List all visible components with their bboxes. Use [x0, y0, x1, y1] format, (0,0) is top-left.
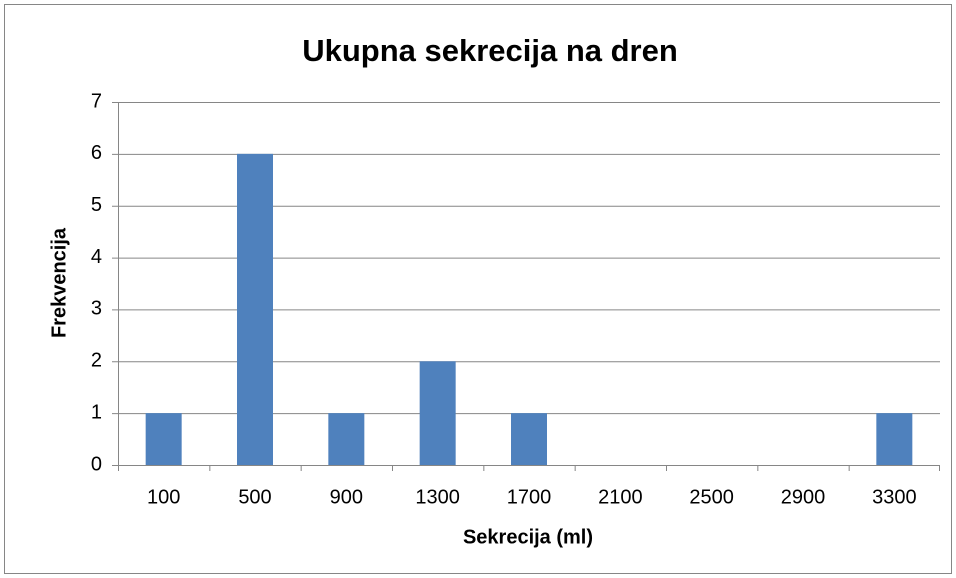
bar: [419, 361, 456, 465]
x-tick-label: 100: [147, 486, 180, 508]
bar: [511, 413, 547, 465]
chart-frame: [4, 4, 952, 574]
y-tick-label: 7: [91, 90, 102, 112]
y-tick-label: 0: [91, 453, 102, 475]
x-tick-label: 2900: [781, 486, 826, 508]
x-tick-label: 900: [330, 486, 363, 508]
y-axis-label: Frekvencija: [48, 227, 70, 338]
x-tick-label: 1300: [415, 486, 460, 508]
y-tick-label: 4: [91, 246, 102, 268]
y-tick-label: 5: [91, 194, 102, 216]
y-tick-label: 1: [91, 401, 102, 423]
x-tick-label: 500: [238, 486, 271, 508]
y-tick-label: 6: [91, 142, 102, 164]
chart-title: Ukupna sekrecija na dren: [302, 33, 678, 68]
x-tick-label: 2100: [598, 486, 643, 508]
bar: [328, 413, 365, 465]
x-tick-label: 1700: [507, 486, 552, 508]
bar: [145, 413, 182, 465]
x-axis-label: Sekrecija (ml): [463, 526, 593, 548]
x-tick-label: 2500: [689, 486, 734, 508]
y-tick-label: 3: [91, 298, 102, 320]
x-tick-label: 3300: [872, 486, 917, 508]
bar: [876, 413, 913, 465]
bar: [237, 153, 273, 465]
y-tick-label: 2: [91, 350, 102, 372]
